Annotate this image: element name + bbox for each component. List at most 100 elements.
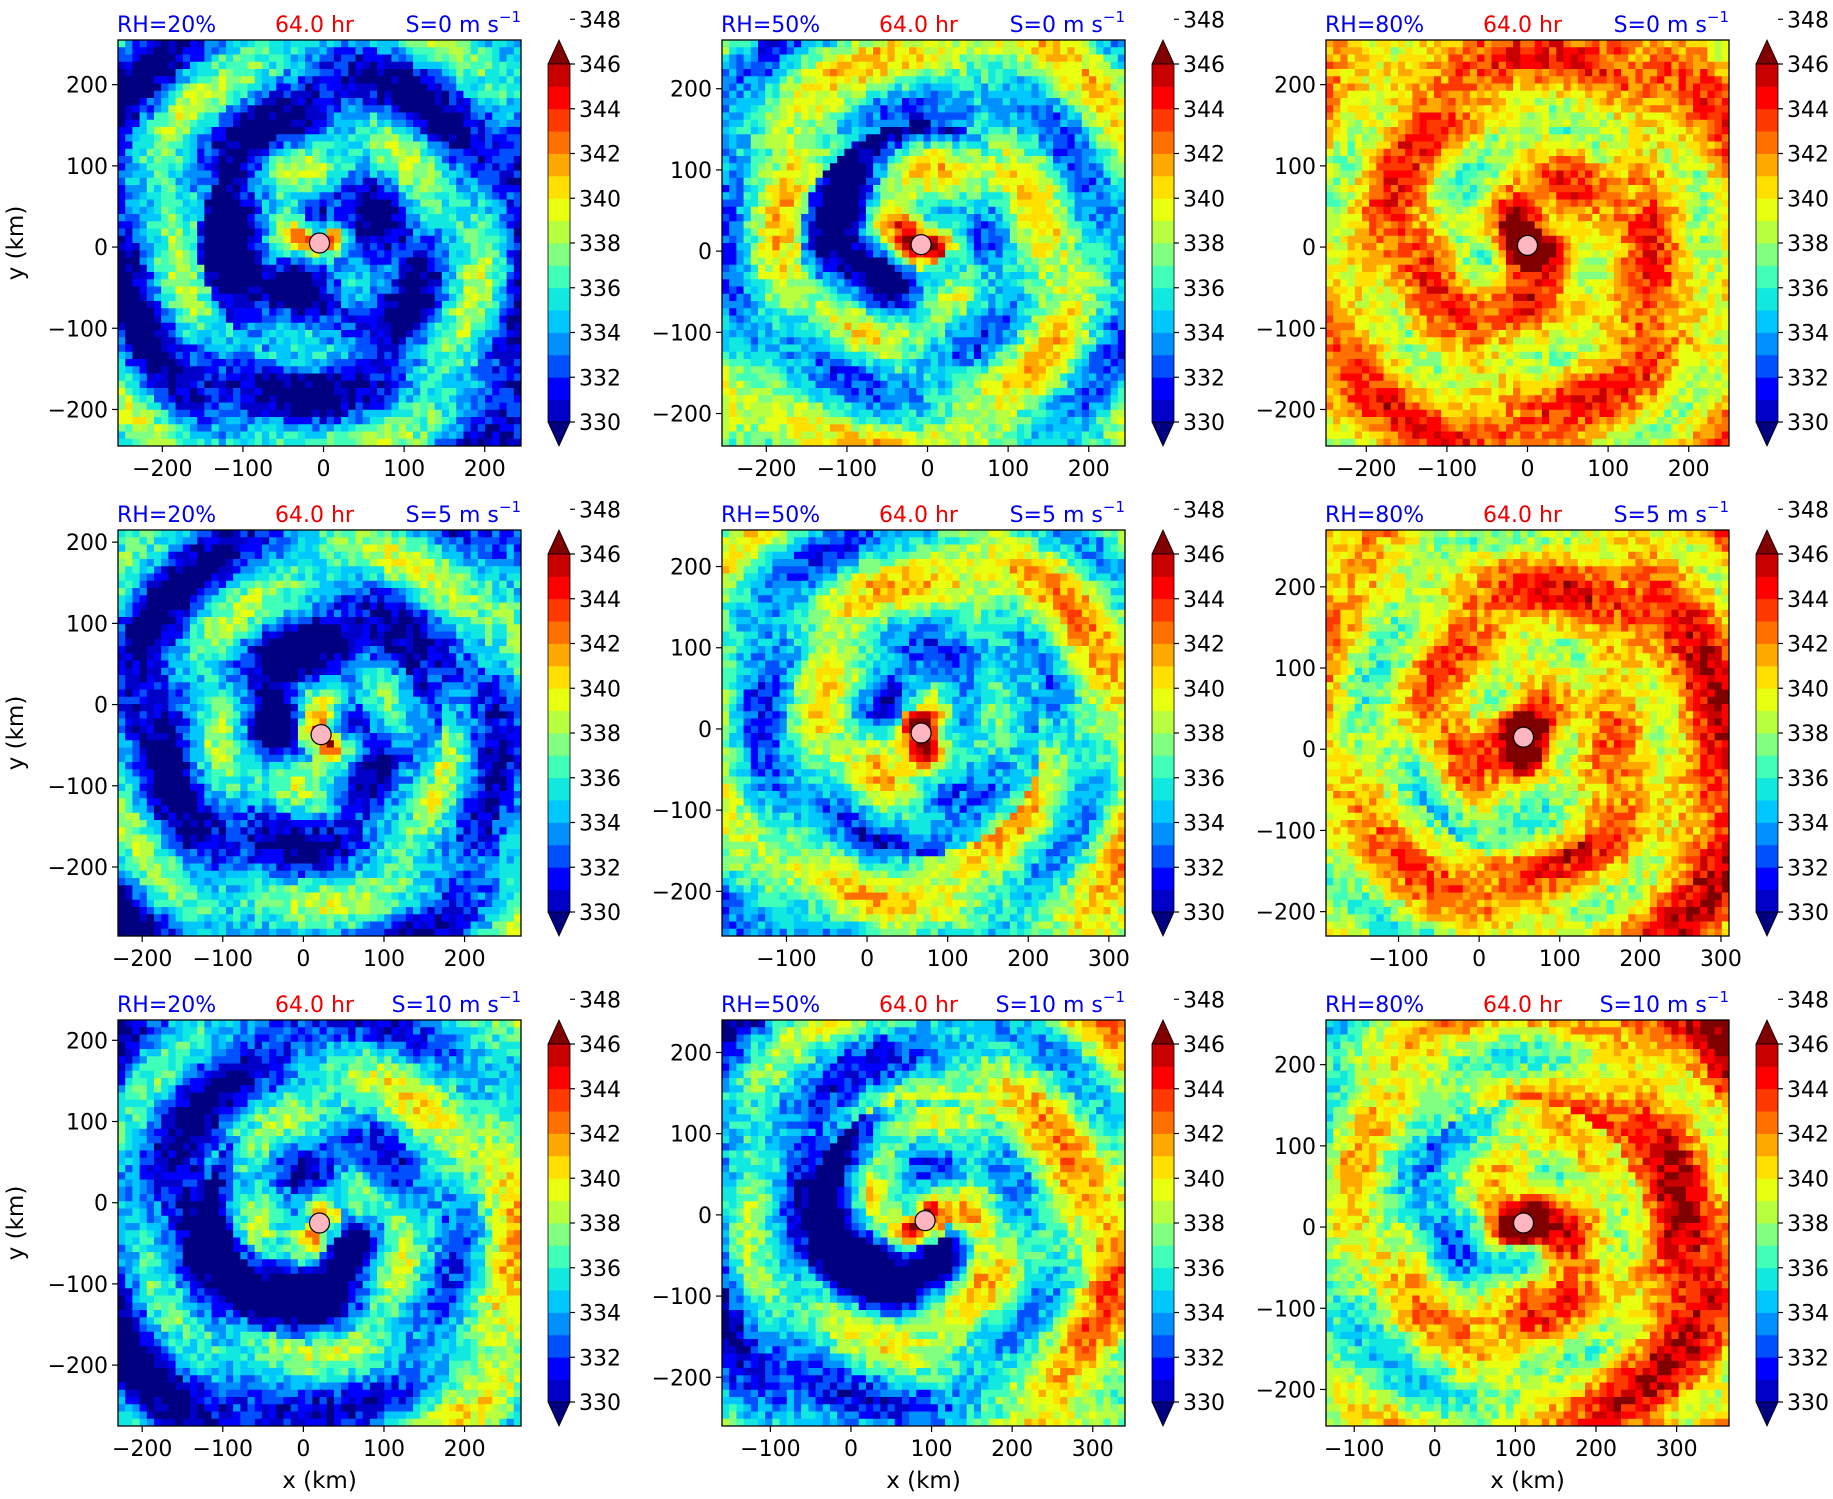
x-tick-label: 0 (296, 947, 310, 972)
shear-title: S=0 m s−1 (1614, 8, 1729, 38)
colorbar-tick-label: 330 (1183, 901, 1225, 926)
colorbar-tick-label: 344 (1787, 98, 1829, 123)
shear-title: S=5 m s−1 (1010, 498, 1125, 528)
y-tick-label: −200 (1256, 1378, 1316, 1403)
y-tick-label: 0 (698, 240, 712, 265)
shear-title: S=5 m s−1 (406, 498, 521, 528)
y-tick-label: 100 (66, 612, 108, 637)
colorbar-tick-label: 342 (1183, 633, 1225, 658)
x-tick-label: 100 (987, 457, 1029, 482)
colorbar-tick-label: 348 (579, 8, 621, 33)
colorbar-tick-label: 338 (1183, 1212, 1225, 1237)
y-tick-label: −200 (652, 403, 712, 428)
y-tick-label: −100 (652, 799, 712, 824)
y-tick-label: −200 (48, 398, 108, 423)
colorbar-tick-label: 332 (1787, 1346, 1829, 1371)
rh-title: RH=50% (721, 993, 820, 1018)
y-tick-label: 0 (94, 694, 108, 719)
panel-1: −200 −100 0 100 200 −200 −100 0 100 200 RH=20% 64.0… (3, 8, 621, 482)
colorbar-tick-label: 340 (1183, 677, 1225, 702)
y-tick-label: −200 (48, 856, 108, 881)
x-tick-label: 0 (296, 1437, 310, 1462)
colorbar-tick-label: 338 (1787, 1212, 1829, 1237)
time-title: 64.0 hr (1483, 503, 1563, 528)
colorbar-tick-label: 336 (579, 1257, 621, 1282)
colorbar-tick-label: 334 (579, 1302, 621, 1327)
colorbar-tick-label: 340 (579, 677, 621, 702)
panels: −200 −100 0 100 200 −200 −100 0 100 200 RH=20% 64.0… (3, 8, 1829, 1494)
x-tick-label: 0 (844, 1437, 858, 1462)
x-tick-label: 100 (911, 1437, 953, 1462)
x-tick-label: −200 (112, 947, 172, 972)
plot-frame (117, 529, 522, 937)
y-tick-label: 100 (66, 155, 108, 180)
colorbar-tick-label: 340 (1787, 1167, 1829, 1192)
x-tick-label: −200 (112, 1437, 172, 1462)
colorbar-tick-label: 330 (1787, 1391, 1829, 1416)
colorbar-tick-label: 342 (1787, 633, 1829, 658)
time-title: 64.0 hr (879, 993, 959, 1018)
colorbar-tick-label: 336 (1183, 767, 1225, 792)
colorbar-tick-label: 338 (1787, 722, 1829, 747)
y-axis-label: y (km) (3, 206, 29, 281)
x-tick-label: 0 (1521, 457, 1535, 482)
colorbar-tick-label: 330 (1183, 411, 1225, 436)
x-tick-label: 100 (363, 1437, 405, 1462)
plot-frame (721, 529, 1126, 937)
colorbar-1: 330 332 334 336 338 340 342 344 346 348 (547, 8, 621, 447)
x-tick-label: 300 (1656, 1437, 1698, 1462)
y-tick-label: −100 (48, 1273, 108, 1298)
x-tick-label: −200 (132, 457, 192, 482)
y-tick-label: −100 (1256, 317, 1316, 342)
y-tick-label: −100 (1256, 819, 1316, 844)
colorbar-tick-label: 340 (1183, 1167, 1225, 1192)
x-tick-label: 100 (1494, 1437, 1536, 1462)
x-tick-label: 200 (1575, 1437, 1617, 1462)
colorbar-5: 330 332 334 336 338 340 342 344 346 348 (1151, 498, 1225, 937)
y-tick-label: −100 (1256, 1297, 1316, 1322)
colorbar-tick-label: 332 (1787, 856, 1829, 881)
colorbar-tick-label: 338 (1183, 232, 1225, 257)
rh-title: RH=20% (117, 13, 216, 38)
colorbar-3: 330 332 334 336 338 340 342 344 346 348 (1755, 8, 1829, 447)
panel-9: −100 0 100 200 300 −200 −100 0 100 200 RH=80% 64.0 … (1256, 988, 1829, 1494)
field-1 (118, 40, 521, 446)
x-tick-label: 100 (363, 947, 405, 972)
field-6 (1326, 530, 1729, 936)
y-tick-label: −100 (48, 775, 108, 800)
y-tick-label: 0 (1302, 236, 1316, 261)
x-tick-label: −100 (1324, 1437, 1384, 1462)
y-tick-label: 200 (66, 1029, 108, 1054)
colorbar-tick-label: 334 (579, 322, 621, 347)
x-tick-label: 200 (444, 947, 486, 972)
y-tick-label: 200 (670, 556, 712, 581)
colorbar-tick-label: 338 (579, 1212, 621, 1237)
y-tick-label: 100 (670, 159, 712, 184)
colorbar-tick-label: 346 (1183, 53, 1225, 78)
colorbar-tick-label: 348 (1183, 498, 1225, 523)
time-title: 64.0 hr (1483, 993, 1563, 1018)
storm-center-marker (308, 232, 331, 254)
storm-center-marker (910, 722, 932, 744)
y-tick-label: −100 (652, 321, 712, 346)
y-tick-label: 100 (1274, 155, 1316, 180)
colorbar-tick-label: 340 (1787, 187, 1829, 212)
x-tick-label: 0 (317, 457, 331, 482)
y-axis-label: y (km) (3, 1186, 29, 1261)
y-tick-label: 100 (1274, 1135, 1316, 1160)
colorbar-tick-label: 340 (1787, 677, 1829, 702)
shear-title: S=10 m s−1 (392, 988, 521, 1018)
colorbar-6: 330 332 334 336 338 340 342 344 346 348 (1755, 498, 1829, 937)
colorbar-tick-label: 330 (1183, 1391, 1225, 1416)
colorbar-tick-label: 332 (1787, 366, 1829, 391)
colorbar-tick-label: 334 (1787, 322, 1829, 347)
y-tick-label: −200 (48, 1354, 108, 1379)
colorbar-4: 330 332 334 336 338 340 342 344 346 348 (547, 498, 621, 937)
x-tick-label: −100 (193, 947, 253, 972)
x-tick-label: 300 (1088, 947, 1130, 972)
time-title: 64.0 hr (275, 13, 355, 38)
x-tick-label: 100 (383, 457, 425, 482)
colorbar-tick-label: 344 (1787, 588, 1829, 613)
time-title: 64.0 hr (275, 993, 355, 1018)
colorbar-tick-label: 336 (1787, 1257, 1829, 1282)
